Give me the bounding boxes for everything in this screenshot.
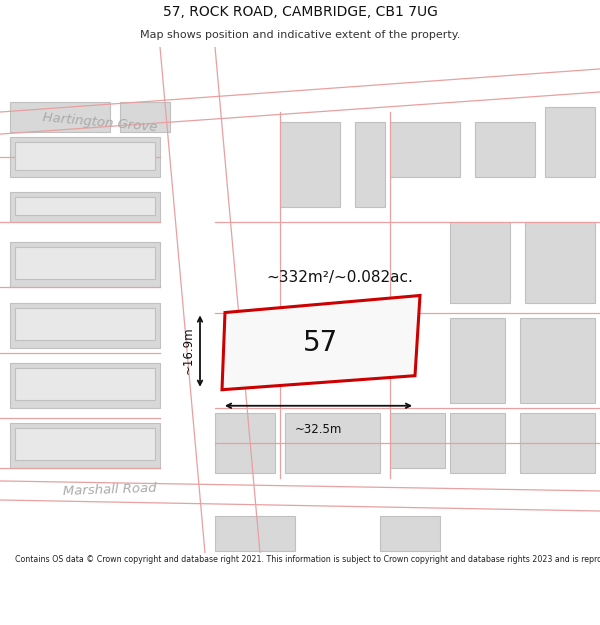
Text: Rock Road: Rock Road — [229, 326, 241, 389]
Polygon shape — [380, 516, 440, 551]
Polygon shape — [10, 137, 160, 178]
Text: ~16.9m: ~16.9m — [182, 327, 195, 374]
Polygon shape — [355, 122, 385, 208]
Polygon shape — [390, 122, 460, 177]
Text: Marshall Road: Marshall Road — [63, 482, 157, 498]
Polygon shape — [0, 67, 600, 132]
Text: ~332m²/~0.082ac.: ~332m²/~0.082ac. — [266, 270, 413, 285]
Polygon shape — [10, 192, 160, 222]
Polygon shape — [15, 142, 155, 170]
Polygon shape — [525, 222, 595, 302]
Polygon shape — [15, 428, 155, 460]
Polygon shape — [10, 362, 160, 408]
Polygon shape — [15, 308, 155, 339]
Polygon shape — [390, 412, 445, 468]
Polygon shape — [215, 516, 295, 551]
Polygon shape — [10, 242, 160, 288]
Text: 57, ROCK ROAD, CAMBRIDGE, CB1 7UG: 57, ROCK ROAD, CAMBRIDGE, CB1 7UG — [163, 5, 437, 19]
Polygon shape — [545, 107, 595, 178]
Text: 57: 57 — [303, 329, 338, 357]
Polygon shape — [450, 222, 510, 302]
Polygon shape — [10, 302, 160, 348]
Polygon shape — [280, 122, 340, 208]
Text: ~32.5m: ~32.5m — [295, 422, 341, 436]
Polygon shape — [222, 296, 420, 390]
Polygon shape — [160, 47, 250, 553]
Polygon shape — [10, 422, 160, 468]
Text: Hartington Grove: Hartington Grove — [42, 111, 158, 134]
Polygon shape — [15, 248, 155, 279]
Polygon shape — [10, 102, 110, 132]
Polygon shape — [520, 412, 595, 473]
Polygon shape — [15, 368, 155, 400]
Polygon shape — [450, 412, 505, 473]
Polygon shape — [450, 318, 505, 402]
Polygon shape — [285, 412, 380, 473]
Text: Map shows position and indicative extent of the property.: Map shows position and indicative extent… — [140, 30, 460, 40]
Polygon shape — [15, 198, 155, 215]
Polygon shape — [215, 412, 275, 473]
Polygon shape — [120, 102, 170, 132]
Polygon shape — [520, 318, 595, 402]
Polygon shape — [475, 122, 535, 177]
Text: Contains OS data © Crown copyright and database right 2021. This information is : Contains OS data © Crown copyright and d… — [15, 555, 600, 564]
Polygon shape — [0, 478, 600, 508]
